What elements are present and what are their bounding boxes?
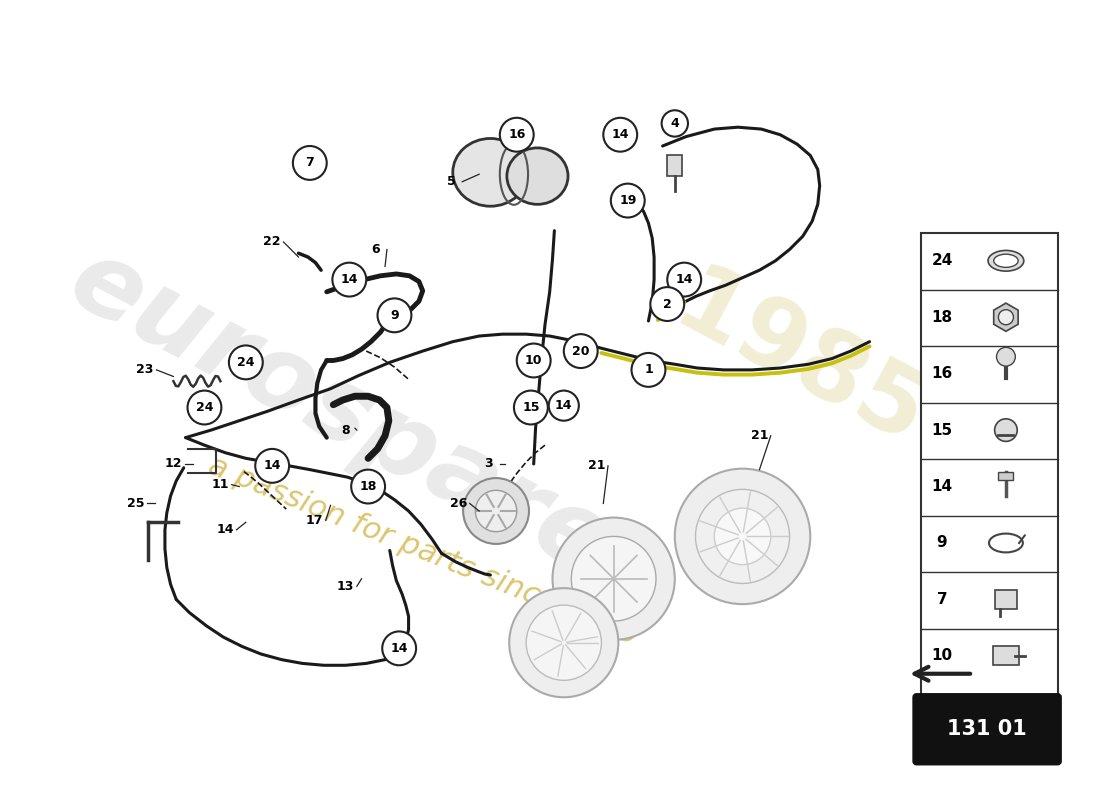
Circle shape	[229, 346, 263, 379]
Circle shape	[514, 390, 548, 425]
Circle shape	[526, 605, 602, 680]
Circle shape	[377, 298, 411, 332]
Text: 7: 7	[306, 157, 315, 170]
Circle shape	[293, 146, 327, 180]
Circle shape	[351, 470, 385, 503]
Text: 23: 23	[136, 363, 154, 376]
Text: 10: 10	[525, 354, 542, 367]
Bar	[993, 646, 1019, 666]
Bar	[668, 155, 682, 176]
Text: 22: 22	[263, 235, 280, 249]
Circle shape	[714, 508, 771, 565]
Circle shape	[552, 518, 674, 640]
Bar	[999, 473, 1013, 480]
Text: 14: 14	[263, 459, 280, 472]
Text: 12: 12	[165, 458, 183, 470]
Text: 5: 5	[447, 175, 455, 188]
Text: 20: 20	[572, 345, 590, 358]
Text: 11: 11	[211, 478, 229, 491]
Text: 24: 24	[238, 356, 254, 369]
Circle shape	[187, 390, 221, 425]
Circle shape	[661, 110, 688, 137]
Circle shape	[475, 490, 517, 532]
Circle shape	[997, 347, 1015, 366]
Text: 10: 10	[932, 648, 953, 663]
Text: 18: 18	[932, 310, 953, 325]
Text: 3: 3	[484, 458, 493, 470]
Text: 14: 14	[341, 273, 359, 286]
Circle shape	[668, 262, 701, 297]
Text: 14: 14	[932, 479, 953, 494]
Circle shape	[382, 631, 416, 666]
Text: 17: 17	[306, 514, 323, 527]
Circle shape	[549, 390, 579, 421]
Text: 24: 24	[932, 254, 953, 268]
Text: 15: 15	[932, 422, 953, 438]
Text: 9: 9	[390, 309, 399, 322]
Circle shape	[517, 343, 551, 378]
Text: 4: 4	[670, 117, 679, 130]
Text: 9: 9	[936, 535, 947, 550]
Text: 14: 14	[612, 128, 629, 142]
Circle shape	[509, 588, 618, 698]
Ellipse shape	[988, 250, 1024, 271]
Circle shape	[631, 353, 666, 387]
Text: 1: 1	[645, 363, 652, 376]
Text: 6: 6	[372, 243, 379, 256]
Text: 16: 16	[932, 366, 953, 381]
Circle shape	[674, 469, 811, 604]
Circle shape	[499, 118, 534, 152]
Ellipse shape	[507, 148, 568, 204]
Text: 15: 15	[522, 401, 540, 414]
Text: 18: 18	[360, 480, 377, 493]
Polygon shape	[993, 303, 1019, 331]
Ellipse shape	[993, 254, 1019, 267]
Text: 7: 7	[936, 592, 947, 607]
Text: 2: 2	[663, 298, 672, 310]
Text: 24: 24	[196, 401, 213, 414]
Circle shape	[994, 419, 1018, 442]
Text: 1985: 1985	[658, 258, 940, 467]
Text: 21: 21	[750, 430, 768, 442]
Text: eurospares: eurospares	[52, 229, 681, 627]
Circle shape	[463, 478, 529, 544]
Circle shape	[610, 184, 645, 218]
Circle shape	[571, 537, 656, 621]
Circle shape	[603, 118, 637, 152]
Text: 14: 14	[390, 642, 408, 655]
Bar	[994, 590, 1018, 609]
Text: 14: 14	[556, 399, 572, 412]
Text: 25: 25	[126, 497, 144, 510]
Text: 131 01: 131 01	[947, 719, 1027, 739]
Bar	[922, 233, 1058, 712]
Text: 26: 26	[450, 497, 468, 510]
Ellipse shape	[453, 138, 528, 206]
Text: 14: 14	[217, 523, 234, 536]
Text: 14: 14	[675, 273, 693, 286]
Text: 13: 13	[337, 580, 354, 593]
FancyBboxPatch shape	[914, 694, 1060, 764]
Text: 8: 8	[341, 424, 350, 437]
Circle shape	[332, 262, 366, 297]
Circle shape	[999, 310, 1013, 325]
Circle shape	[650, 287, 684, 321]
Circle shape	[255, 449, 289, 482]
Text: a passion for parts since 1985: a passion for parts since 1985	[204, 450, 641, 650]
Circle shape	[695, 490, 790, 583]
Text: 19: 19	[619, 194, 637, 207]
Text: 16: 16	[508, 128, 526, 142]
Circle shape	[564, 334, 597, 368]
Text: 21: 21	[588, 459, 605, 472]
